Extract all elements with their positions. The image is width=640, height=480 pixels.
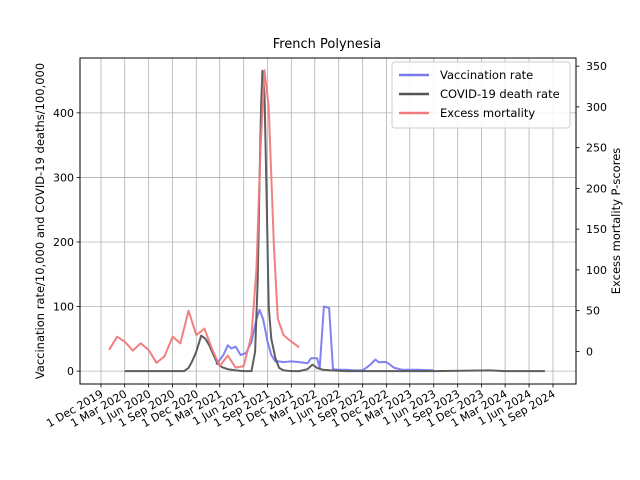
legend: Vaccination rate COVID-19 death rate Exces… xyxy=(391,61,571,129)
y-left-axis-ticks: 0 100 200 300 400 xyxy=(53,107,80,378)
y-right-tick-label: 200 xyxy=(586,182,607,195)
y-left-tick-label: 0 xyxy=(67,365,74,378)
y-axis-label-left: Vaccination rate/10,000 and COVID-19 dea… xyxy=(33,63,47,379)
y-right-tick-label: 50 xyxy=(586,305,600,318)
legend-label: COVID-19 death rate xyxy=(440,87,560,101)
series-line-covid-19-death-rate xyxy=(124,69,545,373)
series-layer xyxy=(108,69,545,373)
y-left-tick-label: 400 xyxy=(53,107,74,120)
plot-frame xyxy=(79,57,577,385)
y-left-tick-label: 100 xyxy=(53,301,74,314)
y-right-tick-label: 0 xyxy=(586,345,593,358)
chart-title: French Polynesia xyxy=(273,37,382,52)
y-right-tick-label: 150 xyxy=(586,223,607,236)
y-right-tick-label: 300 xyxy=(586,101,607,114)
y-right-tick-label: 250 xyxy=(586,142,607,155)
y-left-tick-label: 200 xyxy=(53,236,74,249)
y-left-tick-label: 300 xyxy=(53,171,74,184)
legend-box xyxy=(391,61,571,129)
legend-label: Vaccination rate xyxy=(440,68,533,82)
series-line-excess-mortality xyxy=(108,69,300,369)
y-right-tick-label: 100 xyxy=(586,264,607,277)
y-right-tick-label: 350 xyxy=(586,60,607,73)
y-axis-label-right: Excess mortality P-scores xyxy=(609,148,623,295)
y-right-axis-ticks: 0 50 100 150 200 250 300 350 xyxy=(576,60,607,358)
legend-label: Excess mortality xyxy=(440,106,535,120)
